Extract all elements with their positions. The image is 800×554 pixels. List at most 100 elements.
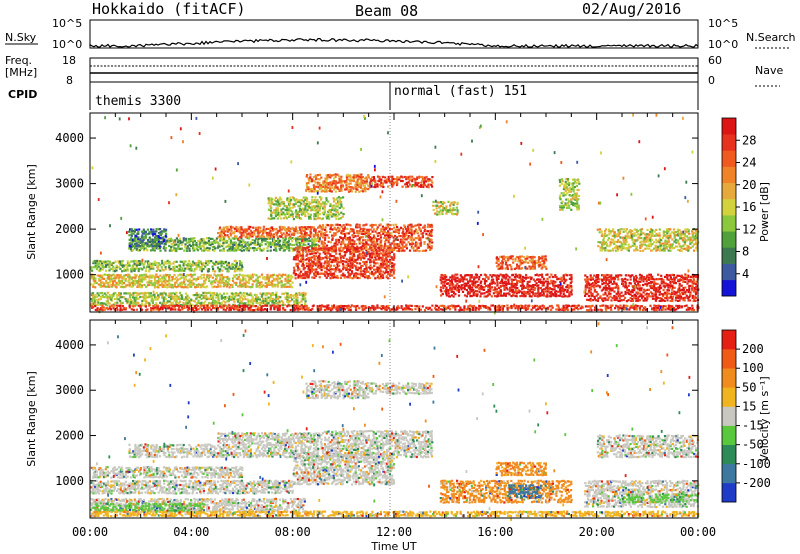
data-cell [169, 295, 173, 298]
data-cell [390, 249, 393, 252]
data-cell [176, 247, 180, 250]
data-cell [126, 268, 129, 271]
data-cell [309, 262, 312, 265]
data-cell [560, 278, 563, 281]
data-cell [365, 182, 368, 185]
data-cell [200, 241, 203, 244]
data-cell [314, 273, 317, 276]
data-cell [313, 257, 316, 260]
data-cell [360, 241, 363, 244]
data-cell [108, 285, 111, 288]
data-cell [217, 268, 220, 271]
data-cell [334, 190, 337, 193]
data-cell [609, 295, 612, 298]
data-cell [392, 272, 395, 275]
data-cell [566, 289, 569, 292]
data-cell [94, 294, 97, 297]
data-cell [324, 228, 327, 231]
data-cell [202, 238, 205, 241]
data-cell [644, 297, 647, 300]
data-cell [373, 268, 376, 271]
data-cell [168, 300, 171, 303]
data-cell [237, 245, 240, 248]
data-cell [200, 244, 203, 248]
data-cell [259, 247, 262, 250]
data-cell [325, 183, 328, 186]
data-cell [318, 230, 321, 233]
data-cell [502, 255, 505, 258]
data-cell [288, 249, 291, 252]
data-cell [338, 213, 341, 216]
data-cell [278, 229, 281, 233]
data-cell [212, 299, 215, 302]
data-cell [323, 180, 327, 183]
data-cell [312, 261, 315, 264]
data-cell [382, 232, 385, 235]
data-cell [311, 247, 314, 250]
data-cell [320, 240, 323, 243]
data-cell [301, 241, 305, 244]
data-cell [282, 283, 285, 287]
data-cell [268, 231, 271, 234]
data-cell [96, 262, 99, 265]
data-cell [104, 260, 107, 263]
data-cell [218, 226, 222, 229]
data-cell [610, 274, 613, 277]
data-cell [371, 179, 374, 182]
data-cell [233, 297, 236, 301]
data-cell [362, 230, 365, 233]
data-cell [362, 270, 365, 273]
data-cell [300, 233, 303, 236]
data-cell [231, 285, 234, 288]
data-cell [142, 266, 145, 269]
data-cell [373, 264, 376, 268]
data-cell [419, 223, 422, 226]
data-cell [354, 174, 357, 177]
data-cell [168, 277, 171, 280]
data-cell [351, 266, 354, 269]
data-cell [374, 247, 377, 250]
data-cell [563, 282, 566, 285]
data-cell [267, 208, 270, 211]
data-cell [180, 247, 183, 250]
data-cell [217, 301, 220, 305]
data-cell [255, 247, 258, 251]
data-cell [164, 283, 167, 286]
data-cell [519, 280, 522, 283]
data-cell [251, 235, 254, 238]
data-cell [307, 270, 310, 273]
data-cell [152, 274, 155, 277]
data-cell [310, 249, 314, 252]
data-cell [382, 248, 385, 251]
data-cell [262, 297, 265, 300]
data-cell [377, 275, 380, 278]
data-cell [338, 189, 341, 192]
data-cell [251, 273, 254, 276]
data-cell [391, 258, 394, 261]
data-cell [114, 301, 117, 304]
data-cell [326, 252, 329, 255]
data-cell [318, 187, 321, 190]
data-cell [593, 282, 596, 285]
data-cell [318, 252, 321, 255]
data-cell [145, 247, 148, 250]
data-cell [465, 282, 468, 285]
data-cell [175, 243, 178, 246]
data-cell [387, 236, 390, 239]
data-cell [205, 276, 209, 279]
data-cell [384, 258, 387, 261]
data-cell [166, 262, 169, 265]
data-cell [320, 187, 323, 191]
data-cell [133, 262, 136, 265]
data-cell [188, 259, 191, 263]
data-cell [249, 276, 252, 279]
data-cell [391, 181, 394, 184]
data-cell [365, 249, 368, 252]
data-cell [557, 290, 560, 293]
data-cell [222, 260, 225, 264]
data-cell [602, 299, 605, 303]
data-cell [349, 227, 352, 231]
data-cell [278, 202, 281, 206]
data-cell [242, 241, 245, 244]
data-cell [119, 285, 122, 288]
